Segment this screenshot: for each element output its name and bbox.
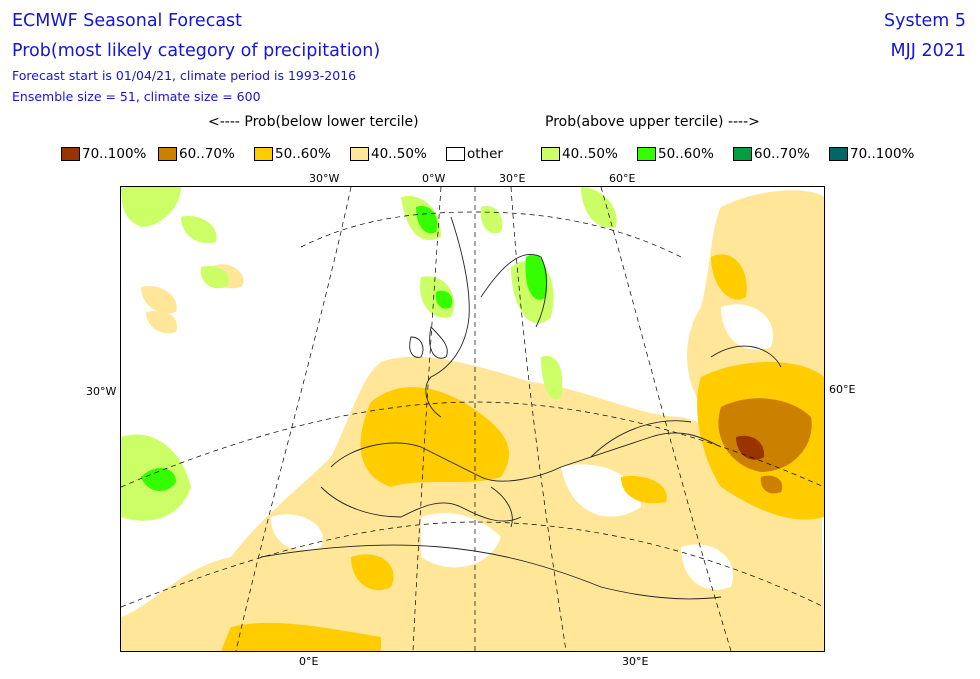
shade-below-40-50 — [141, 286, 177, 314]
coastline — [490, 486, 513, 528]
forecast-start-info: Forecast start is 01/04/21, climate peri… — [12, 68, 357, 83]
bottom-lon-label-0e: 0°E — [299, 655, 319, 668]
shade-above-40-50 — [480, 206, 503, 234]
legend-label: 40..50% — [562, 146, 618, 162]
shade-above-40-50 — [121, 187, 181, 227]
legend-below-header: <---- Prob(below lower tercile) — [208, 114, 419, 130]
shade-below-50-60 — [221, 622, 381, 651]
shade-above-50-60 — [141, 467, 176, 492]
shade-below-50-60 — [470, 444, 504, 478]
shade-below-40-50 — [146, 310, 177, 334]
top-lon-label-60e: 60°E — [609, 172, 636, 185]
shade-other — [271, 514, 323, 551]
top-lon-label-0w: 0°W — [422, 172, 446, 185]
legend-swatch — [158, 147, 177, 161]
legend-label: other — [467, 146, 503, 162]
coastline — [480, 253, 547, 328]
legend-label: 50..60% — [275, 146, 331, 162]
legend-above-header: Prob(above upper tercile) ----> — [545, 114, 760, 130]
longitude-line — [412, 187, 442, 651]
shade-other — [421, 513, 501, 568]
legend-item-below-50-60: 50..60% — [254, 146, 331, 162]
system-label: System 5 — [884, 11, 966, 31]
right-lon-label-60e: 60°E — [829, 383, 856, 396]
latitude-arc — [121, 401, 824, 488]
top-lon-label-30w: 30°W — [309, 172, 340, 185]
title-main: ECMWF Seasonal Forecast — [12, 11, 243, 31]
coastline — [429, 326, 448, 359]
probability-shading — [121, 187, 824, 651]
bottom-lon-label-30e: 30°E — [622, 655, 649, 668]
shade-below-70-100 — [736, 435, 765, 460]
shade-above-40-50 — [200, 266, 230, 289]
legend-swatch — [829, 147, 848, 161]
latitude-arc — [300, 211, 682, 258]
legend-item-above-50-60: 50..60% — [637, 146, 714, 162]
legend-label: 50..60% — [658, 146, 714, 162]
coastlines — [260, 216, 782, 600]
legend-item-below-60-70: 60..70% — [158, 146, 235, 162]
shade-above-50-60 — [435, 290, 453, 309]
legend-label: 40..50% — [371, 146, 427, 162]
legend-swatch — [637, 147, 656, 161]
legend-swatch — [541, 147, 560, 161]
shade-above-40-50 — [581, 187, 617, 228]
top-lon-label-30e: 30°E — [499, 172, 526, 185]
forecast-map — [120, 186, 825, 652]
shade-below-50-60 — [351, 554, 394, 591]
shade-above-40-50 — [541, 356, 563, 400]
coastline — [260, 544, 722, 600]
legend-label: 60..70% — [754, 146, 810, 162]
title-product: Prob(most likely category of precipitati… — [12, 41, 381, 61]
shade-below-50-60 — [621, 476, 667, 504]
latitude-arc — [121, 521, 824, 608]
coastline — [409, 336, 424, 358]
shade-other — [561, 464, 641, 517]
legend-swatch — [254, 147, 273, 161]
legend-swatch — [733, 147, 752, 161]
shade-below-40-50 — [121, 356, 824, 651]
left-lon-label-30w: 30°W — [86, 385, 117, 398]
map-canvas — [121, 187, 824, 651]
legend-swatch — [350, 147, 369, 161]
shade-above-40-50 — [181, 216, 217, 244]
coastline — [425, 216, 470, 418]
legend-label: 60..70% — [179, 146, 235, 162]
coastline — [590, 420, 692, 458]
shade-other — [721, 304, 773, 350]
legend-item-above-60-70: 60..70% — [733, 146, 810, 162]
legend-item-below-40-50: 40..50% — [350, 146, 427, 162]
legend-label: 70..100% — [850, 146, 915, 162]
legend-item-above-40-50: 40..50% — [541, 146, 618, 162]
legend-item-other: other — [446, 146, 503, 162]
shade-above-50-60 — [416, 206, 438, 234]
ensemble-size-info: Ensemble size = 51, climate size = 600 — [12, 89, 261, 104]
graticule — [121, 187, 824, 651]
coastline — [330, 432, 722, 482]
season-label: MJJ 2021 — [890, 41, 966, 61]
longitude-line — [510, 187, 567, 651]
legend-item-below-70-100: 70..100% — [61, 146, 146, 162]
legend-swatch — [61, 147, 80, 161]
coastline — [710, 345, 782, 368]
legend-label: 70..100% — [82, 146, 147, 162]
shade-below-60-70 — [760, 475, 783, 494]
legend-swatch — [446, 147, 465, 161]
shade-above-50-60 — [525, 254, 548, 300]
coastline — [320, 486, 522, 522]
shade-below-50-60 — [711, 254, 747, 300]
legend-item-above-70-100: 70..100% — [829, 146, 914, 162]
